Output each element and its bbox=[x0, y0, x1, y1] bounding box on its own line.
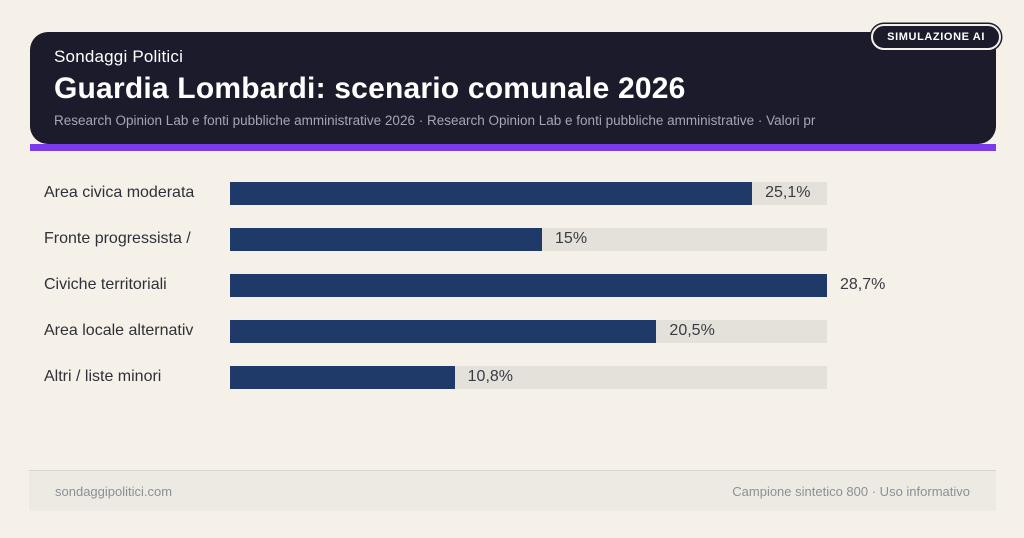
simulation-badge: SIMULAZIONE AI bbox=[871, 24, 1001, 50]
value-label: 25,1% bbox=[765, 184, 811, 201]
bar-track: 28,7% bbox=[230, 273, 885, 297]
header-card: Sondaggi Politici Guardia Lombardi: scen… bbox=[30, 24, 1001, 144]
bar-chart: Area civica moderata 25,1% Fronte progre… bbox=[44, 170, 994, 400]
bar bbox=[230, 181, 753, 205]
site-name: Sondaggi Politici bbox=[54, 47, 184, 66]
value-label: 15% bbox=[555, 230, 588, 247]
category-label: Area civica moderata bbox=[44, 184, 195, 201]
bar bbox=[230, 365, 455, 389]
bar bbox=[230, 227, 543, 251]
chart-row: Altri / liste minori 10,8% bbox=[44, 354, 994, 400]
value-label: 10,8% bbox=[467, 368, 514, 385]
page-subtitle: Research Opinion Lab e fonti pubbliche a… bbox=[54, 113, 816, 128]
bar-track: 15% bbox=[230, 227, 827, 251]
footer-sample-note: Campione sintetico 800 · Uso informativo bbox=[732, 483, 970, 499]
bar bbox=[230, 273, 827, 297]
category-label: Civiche territoriali bbox=[44, 276, 167, 293]
chart-row: Area locale alternativ 20,5% bbox=[44, 308, 994, 354]
page-title: Guardia Lombardi: scenario comunale 2026 bbox=[54, 72, 686, 105]
value-label: 20,5% bbox=[669, 322, 715, 339]
bar-track: 10,8% bbox=[230, 365, 827, 389]
bar-track: 25,1% bbox=[230, 181, 827, 205]
accent-bar bbox=[30, 144, 996, 151]
category-label: Fronte progressista / bbox=[44, 230, 191, 247]
bar-track: 20,5% bbox=[230, 319, 827, 343]
chart-row: Area civica moderata 25,1% bbox=[44, 170, 994, 216]
bar bbox=[230, 319, 657, 343]
category-label: Area locale alternativ bbox=[44, 322, 194, 339]
chart-row: Fronte progressista / 15% bbox=[44, 216, 994, 262]
category-label: Altri / liste minori bbox=[44, 368, 162, 385]
footer: sondaggipolitici.com Campione sintetico … bbox=[29, 470, 996, 511]
value-label: 28,7% bbox=[840, 276, 886, 293]
footer-site-link: sondaggipolitici.com bbox=[55, 483, 173, 499]
chart-row: Civiche territoriali 28,7% bbox=[44, 262, 994, 308]
header: Sondaggi Politici Guardia Lombardi: scen… bbox=[30, 24, 1001, 151]
